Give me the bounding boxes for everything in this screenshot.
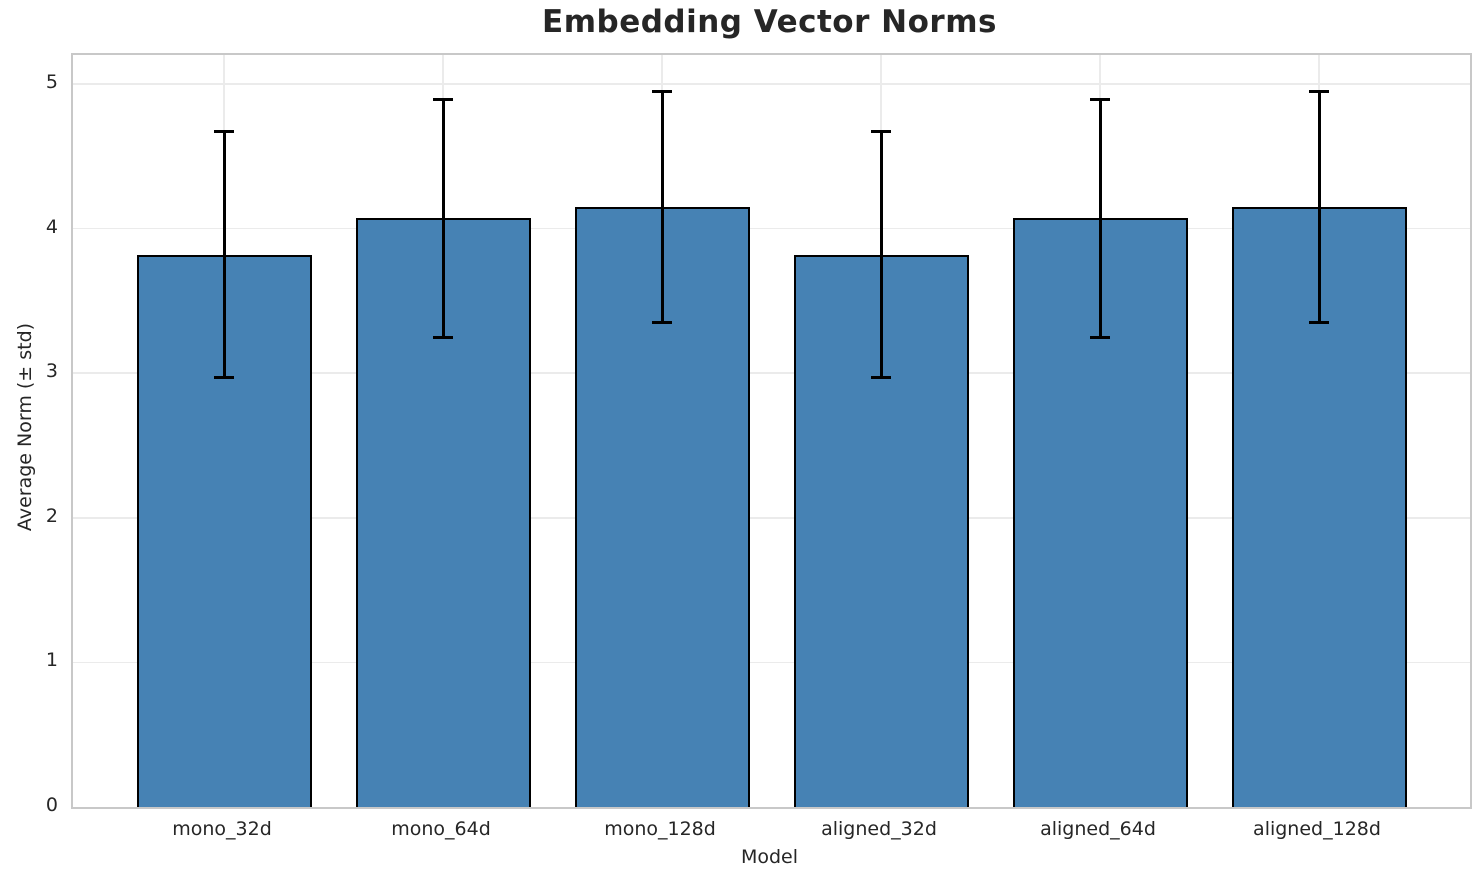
y-axis-label: Average Norm (± std) xyxy=(14,322,36,532)
y-tick-label: 0 xyxy=(45,794,58,816)
y-tick-label: 2 xyxy=(45,504,58,527)
error-bar-cap-top xyxy=(652,89,672,93)
x-tick-label: mono_64d xyxy=(391,818,491,840)
error-bar-cap-top xyxy=(214,130,234,134)
x-tick-label: mono_128d xyxy=(604,818,716,840)
y-tick-label: 1 xyxy=(45,649,58,672)
horizontal-gridline xyxy=(73,227,1470,230)
chart-title: Embedding Vector Norms xyxy=(542,4,997,40)
error-bar-line xyxy=(441,99,445,337)
plot-area xyxy=(71,53,1472,809)
error-bar-cap-top xyxy=(433,98,453,102)
error-bar-cap-bottom xyxy=(652,321,672,325)
x-tick-label: aligned_128d xyxy=(1253,818,1381,840)
horizontal-gridline xyxy=(73,517,1470,519)
y-tick-label: 4 xyxy=(45,215,58,238)
error-bar-line xyxy=(660,91,664,323)
error-bar-cap-bottom xyxy=(871,375,891,379)
error-bar-cap-top xyxy=(871,130,891,134)
horizontal-gridline xyxy=(73,83,1470,85)
error-bar-cap-bottom xyxy=(1090,335,1110,339)
error-bar-line xyxy=(879,131,883,378)
x-tick-label: aligned_64d xyxy=(1040,818,1156,840)
error-bar-line xyxy=(1098,99,1102,337)
error-bar-line xyxy=(1317,91,1321,323)
error-bar-cap-bottom xyxy=(433,335,453,339)
horizontal-gridline xyxy=(73,372,1470,374)
error-bar-cap-top xyxy=(1309,89,1329,93)
y-tick-label: 3 xyxy=(45,360,58,383)
x-axis-label: Model xyxy=(740,846,799,868)
y-tick-label: 5 xyxy=(45,70,58,93)
error-bar-cap-bottom xyxy=(214,375,234,379)
error-bar-cap-top xyxy=(1090,98,1110,102)
x-tick-label: aligned_32d xyxy=(821,818,937,840)
error-bar-line xyxy=(222,131,226,378)
horizontal-gridline xyxy=(73,661,1470,664)
x-tick-label: mono_32d xyxy=(172,818,272,840)
error-bar-cap-bottom xyxy=(1309,321,1329,325)
